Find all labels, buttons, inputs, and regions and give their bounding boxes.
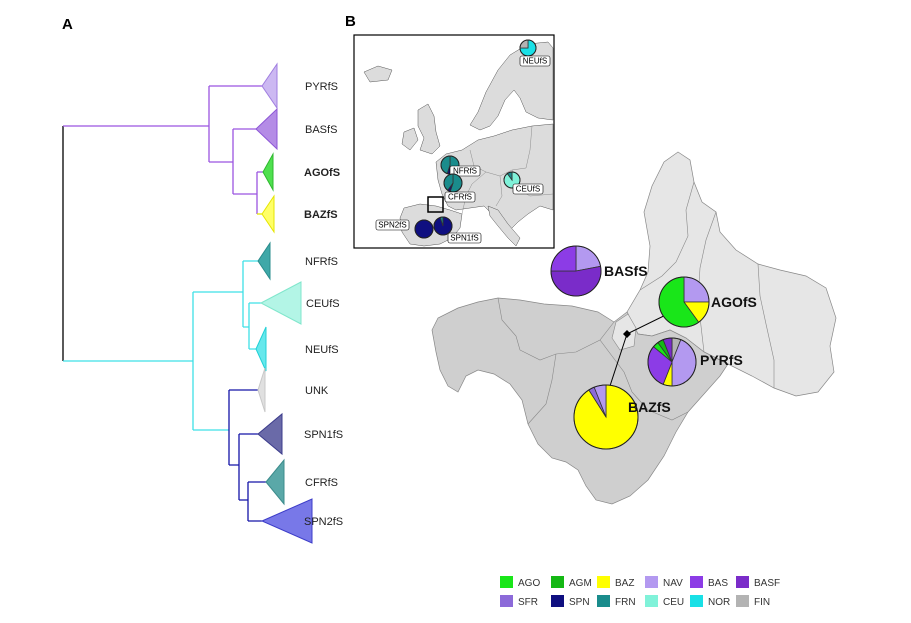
clade-triangle-ceufs bbox=[259, 281, 302, 325]
legend-swatch-sfr bbox=[500, 595, 513, 607]
legend-label-bas: BAS bbox=[708, 578, 728, 589]
pie-outline-basfs bbox=[550, 245, 602, 297]
inset-label-box-ceufs bbox=[512, 183, 544, 195]
inset-pies: NEUfS NFRfS CFRfS CEUfS SPN2fS SPN1fS bbox=[375, 39, 551, 244]
clade-label-nfrfs: NFRfS bbox=[305, 256, 338, 268]
basque-region-map: BASfS AGOfS PYRfS BAZfS bbox=[431, 151, 837, 505]
panel-b-label: B bbox=[345, 13, 356, 30]
legend: AGO AGM BAZ NAV BAS BASF SFR SPN FRN CEU NOR FIN bbox=[500, 576, 780, 608]
pie-spn1fs bbox=[433, 216, 453, 236]
legend-swatch-ceu bbox=[645, 595, 658, 607]
continent-landmass bbox=[435, 123, 554, 233]
clade-label-pyrfs: PYRfS bbox=[305, 81, 338, 93]
inset-label-box-spn2fs bbox=[375, 219, 410, 231]
legend-label-nav: NAV bbox=[663, 578, 683, 589]
pie-outline-agofs bbox=[658, 276, 710, 328]
legend-swatch-basf bbox=[736, 576, 749, 588]
legend-swatch-nor bbox=[690, 595, 703, 607]
legend-swatch-agm bbox=[551, 576, 564, 588]
pie-outline-pyrfs bbox=[647, 337, 697, 387]
clade-label-unk: UNK bbox=[305, 385, 329, 397]
clade-label-cfrfs: CFRfS bbox=[305, 477, 338, 489]
legend-label-frn: FRN bbox=[615, 597, 636, 608]
legend-swatch-frn bbox=[597, 595, 610, 607]
tree-tips: PYRfS BASfS AGOfS BAZfS NFRfS CEUfS NEUfS UNK SP… bbox=[255, 62, 343, 544]
inset-label-ceufs: CEUfS bbox=[516, 185, 540, 194]
legend-swatch-fin bbox=[736, 595, 749, 607]
inset-label-neufs: NEUfS bbox=[523, 57, 547, 66]
pie-label-agofs: AGOfS bbox=[711, 294, 757, 310]
clade-triangle-agofs bbox=[262, 152, 274, 192]
legend-swatch-ago bbox=[500, 576, 513, 588]
legend-swatch-baz bbox=[597, 576, 610, 588]
clade-triangle-bazfs bbox=[261, 194, 275, 234]
trevino-enclave bbox=[611, 313, 637, 351]
legend-swatch-nav bbox=[645, 576, 658, 588]
legend-label-nor: NOR bbox=[708, 597, 730, 608]
clade-label-spn1fs: SPN1fS bbox=[304, 429, 343, 441]
pie-outline-bazfs bbox=[573, 384, 639, 450]
clade-triangle-spn1fs bbox=[257, 412, 283, 456]
inset-label-nfrfs: NFRfS bbox=[453, 167, 477, 176]
clade-triangle-spn2fs bbox=[260, 498, 313, 544]
legend-label-sfr: SFR bbox=[518, 597, 538, 608]
pie-agofs bbox=[658, 276, 710, 328]
legend-label-spn: SPN bbox=[569, 597, 590, 608]
branch-blue-stem bbox=[228, 389, 266, 522]
clade-triangle-basfs bbox=[255, 107, 278, 151]
legend-label-ago: AGO bbox=[518, 578, 540, 589]
pie-outline-spn1fs bbox=[433, 216, 453, 236]
inset-label-spn1fs: SPN1fS bbox=[450, 234, 478, 243]
sampling-point-marker bbox=[623, 330, 631, 338]
pie-pyrfs bbox=[647, 337, 697, 387]
pie-label-bazfs: BAZfS bbox=[628, 399, 671, 415]
pie-neufs bbox=[519, 39, 537, 57]
legend-label-baz: BAZ bbox=[615, 578, 634, 589]
legend-label-agm: AGM bbox=[569, 578, 592, 589]
main-pies: BASfS AGOfS PYRfS BAZfS bbox=[550, 245, 757, 450]
legend-swatch-spn bbox=[551, 595, 564, 607]
clade-triangle-nfrfs bbox=[257, 241, 271, 281]
clade-label-spn2fs: SPN2fS bbox=[304, 516, 343, 528]
branch-cyan-stem bbox=[63, 260, 261, 431]
pie-cfrfs bbox=[443, 173, 463, 193]
inset-label-cfrfs: CFRfS bbox=[448, 193, 472, 202]
pie-outline-spn2fs bbox=[414, 219, 434, 239]
inset-label-box-neufs bbox=[519, 55, 551, 67]
ireland-landmass bbox=[401, 127, 419, 151]
pie-bazfs bbox=[573, 384, 639, 450]
italy-landmass bbox=[487, 205, 521, 247]
pie-spn2fs bbox=[414, 219, 434, 239]
legend-label-fin: FIN bbox=[754, 597, 770, 608]
clade-triangle-neufs bbox=[255, 326, 267, 372]
legend-label-basf: BASF bbox=[754, 578, 780, 589]
pie-basfs bbox=[550, 245, 602, 297]
province-borders bbox=[497, 181, 775, 425]
clade-label-ceufs: CEUfS bbox=[306, 298, 340, 310]
inset-label-box-nfrfs bbox=[449, 165, 481, 177]
legend-swatch-bas bbox=[690, 576, 703, 588]
inset-label-box-spn1fs bbox=[447, 232, 482, 244]
inset-label-box-cfrfs bbox=[444, 191, 476, 203]
branch-purple-stem bbox=[63, 85, 263, 214]
uk-landmass bbox=[417, 103, 441, 155]
inset-label-spn2fs: SPN2fS bbox=[378, 221, 406, 230]
clade-label-basfs: BASfS bbox=[305, 124, 337, 136]
clade-triangle-pyrfs bbox=[261, 62, 278, 110]
pie-label-pyrfs: PYRfS bbox=[700, 352, 743, 368]
tree-branches bbox=[62, 85, 266, 522]
pie-outline-ceufs bbox=[503, 171, 521, 189]
europe-inset-map: NEUfS NFRfS CFRfS CEUfS SPN2fS SPN1fS bbox=[353, 34, 555, 249]
pie-label-basfs: BASfS bbox=[604, 263, 648, 279]
clade-triangle-unk bbox=[257, 367, 266, 413]
clade-label-bazfs: BAZfS bbox=[304, 209, 338, 221]
panel-a-label: A bbox=[62, 16, 73, 33]
iceland-landmass bbox=[363, 65, 393, 83]
clade-triangle-cfrfs bbox=[265, 458, 285, 506]
clade-label-neufs: NEUfS bbox=[305, 344, 339, 356]
legend-label-ceu: CEU bbox=[663, 597, 684, 608]
clade-label-agofs: AGOfS bbox=[304, 167, 340, 179]
study-area-box bbox=[427, 196, 444, 213]
